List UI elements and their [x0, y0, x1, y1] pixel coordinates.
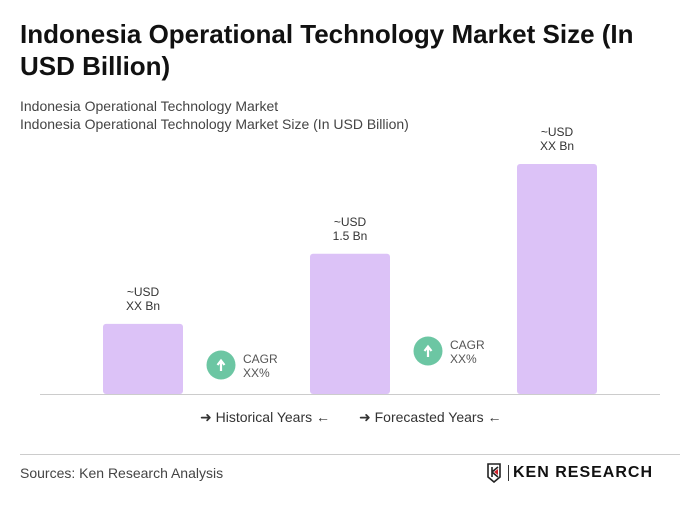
chart-title: Indonesia Operational Technology Market …	[20, 19, 634, 81]
sources-text: Sources: Ken Research Analysis	[20, 465, 224, 481]
footer-divider	[20, 454, 680, 455]
bar-data-label: ~USD	[334, 215, 367, 229]
bar	[103, 323, 183, 394]
cagr-label: CAGR	[450, 338, 485, 352]
bar-data-label: XX Bn	[540, 139, 574, 153]
logo-text: KEN RESEARCH	[513, 464, 654, 481]
bar-data-label: XX Bn	[126, 299, 160, 313]
chart-subtitle: Indonesia Operational Technology Market	[20, 98, 279, 114]
bar	[310, 253, 390, 394]
logo-k-icon	[487, 463, 501, 483]
cagr-label: CAGR	[243, 352, 278, 366]
arrow-up-icon	[216, 358, 226, 371]
bar-data-label: 1.5 Bn	[333, 229, 368, 243]
arrow-right-icon: ➜	[200, 409, 212, 425]
arrow-up-icon	[423, 344, 433, 357]
bar-data-label: ~USD	[127, 285, 160, 299]
cagr-value: XX%	[450, 352, 477, 366]
bar	[517, 164, 597, 394]
bar-data-label: ~USD	[541, 125, 574, 139]
legend-historical: ➜ Historical Years ←	[200, 409, 330, 426]
arrow-right-icon: ➜	[359, 409, 371, 425]
chart-subtitle-2: Indonesia Operational Technology Market …	[20, 116, 409, 132]
arrow-left-icon: ←	[487, 409, 502, 425]
legend-forecasted: ➜ Forecasted Years ←	[359, 409, 501, 426]
legend-label: Historical Years	[215, 409, 313, 425]
arrow-left-icon: ←	[316, 409, 331, 425]
legend-label: Forecasted Years	[374, 409, 484, 425]
cagr-value: XX%	[243, 366, 270, 380]
ken-research-logo: KEN RESEARCH	[486, 463, 653, 483]
